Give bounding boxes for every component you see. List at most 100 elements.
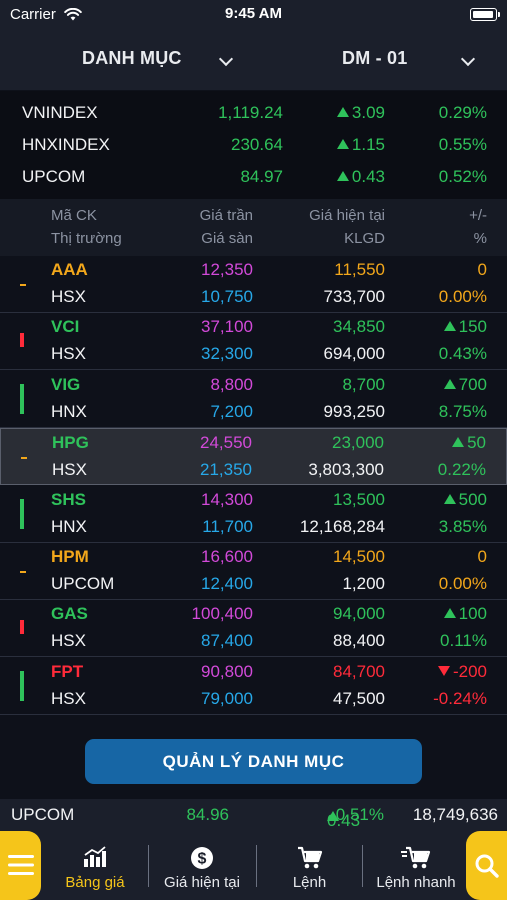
chevron-down-icon [218,51,234,67]
tab-divider [256,845,257,887]
trend-indicator [20,670,24,701]
stock-symbol: HPG [52,433,89,453]
trade-volume: 88,400 [333,631,385,651]
col-ceiling: Giá trần [199,207,253,224]
index-percent: 0.55% [438,135,487,154]
index-change: 1.15 [336,135,385,155]
status-bar: Carrier 9:45 AM [0,0,507,30]
ticker-name: UPCOM [11,805,75,824]
col-change: +/- [469,207,487,224]
trade-volume: 12,168,284 [299,516,385,536]
header: DANH MỤC DM - 01 [0,30,507,90]
wifi-icon [64,8,82,21]
manage-portfolio-button[interactable]: QUẢN LÝ DANH MỤC [85,739,422,784]
trend-indicator [21,457,27,460]
index-name: UPCOM [22,167,86,186]
down-arrow-icon [437,665,450,676]
stock-symbol: FPT [51,661,84,681]
stock-market: UPCOM [51,574,115,593]
trend-indicator [20,333,24,348]
bar-chart-icon [84,846,106,867]
price-change: 150 [443,317,487,337]
stock-row[interactable]: AAA HSX 12,350 10,750 11,550 733,700 0 0.00% [0,256,507,313]
ceiling-price: 12,350 [201,260,253,279]
index-name: VNINDEX [22,103,98,122]
current-price: 94,000 [333,604,385,624]
ceiling-price: 90,800 [201,661,253,681]
ceiling-price: 16,600 [201,547,253,566]
col-volume: KLGD [344,230,385,247]
stock-row[interactable]: GAS HSX 100,400 87,400 94,000 88,400 100 0.11% [0,600,507,658]
price-percent: -0.24% [433,688,487,708]
fast-cart-icon [401,846,431,869]
trend-indicator [20,571,26,573]
tab-gia-hien-tai[interactable]: $ Giá hiện tại [152,831,252,900]
svg-text:$: $ [198,851,207,868]
index-row[interactable]: VNINDEX 1,119.24 3.09 0.29% [0,97,507,129]
clock: 9:45 AM [225,5,282,22]
stock-symbol: SHS [51,489,86,509]
index-row[interactable]: HNXINDEX 230.64 1.15 0.55% [0,129,507,161]
index-name: HNXINDEX [22,135,110,154]
column-header: Mã CK Thị trường Giá trần Giá sàn Giá hi… [0,199,507,256]
up-arrow-icon [327,811,339,821]
tab-label: Giá hiện tại [164,874,240,891]
stock-symbol: VIG [51,374,81,394]
tab-lenh-nhanh[interactable]: Lệnh nhanh [365,831,467,900]
stock-row[interactable]: HPG HSX 24,550 21,350 23,000 3,803,300 50 0.22% [0,428,507,486]
price-change: 500 [443,490,487,510]
col-percent: % [473,230,487,247]
trend-indicator [20,383,24,414]
current-price: 23,000 [332,433,384,453]
current-price: 14,500 [333,547,385,566]
price-percent: 0.00% [438,287,487,306]
tab-bar: Bảng giá $ Giá hiện tại Lệnh Lệnh nhanh [0,831,507,900]
price-change: 50 [452,433,486,453]
stock-row[interactable]: FPT HSX 90,800 79,000 84,700 47,500 -200 -0.24% [0,658,507,715]
index-row[interactable]: UPCOM 84.97 0.43 0.52% [0,161,507,193]
trade-volume: 993,250 [323,401,385,421]
search-icon [475,854,499,878]
floor-price: 21,350 [200,460,252,480]
col-price: Giá hiện tại [309,207,385,224]
stock-market: HNX [51,516,87,536]
tab-bang-gia[interactable]: Bảng giá [50,831,140,900]
ceiling-price: 24,550 [200,433,252,453]
up-arrow-icon [336,139,349,149]
tab-lenh[interactable]: Lệnh [262,831,357,900]
up-arrow-icon [336,171,349,181]
floor-price: 12,400 [201,574,253,593]
tab-label: Lệnh nhanh [376,874,456,891]
floor-price: 10,750 [201,287,253,306]
stock-row[interactable]: VCI HSX 37,100 32,300 34,850 694,000 150 0.43% [0,313,507,371]
index-value: 1,119.24 [218,103,283,122]
index-value: 84.97 [240,167,283,186]
tab-label: Lệnh [292,874,327,891]
up-arrow-icon [452,437,465,448]
tab-divider [148,845,149,887]
ceiling-price: 37,100 [201,317,253,337]
floor-price: 11,700 [202,516,253,536]
col-floor: Giá sàn [201,230,253,247]
stock-row[interactable]: HPM UPCOM 16,600 12,400 14,500 1,200 0 0.00% [0,543,507,600]
menu-button[interactable] [0,831,41,900]
up-arrow-icon [443,608,456,619]
floor-price: 32,300 [201,344,253,364]
up-arrow-icon [336,107,349,117]
stock-market: HSX [51,344,86,364]
stock-row[interactable]: SHS HNX 14,300 11,700 13,500 12,168,284 500 3.8… [0,486,507,543]
price-change: -200 [437,662,487,682]
current-price: 84,700 [333,661,385,681]
ceiling-price: 100,400 [191,604,253,624]
price-change: 700 [443,375,487,395]
index-change: 3.09 [336,103,385,123]
dollar-coin-icon: $ [191,847,213,869]
floor-price: 87,400 [201,631,253,651]
stock-symbol: GAS [51,604,88,624]
col-symbol: Mã CK [51,207,97,224]
search-button[interactable] [466,831,507,900]
price-change: 0 [477,547,487,566]
up-arrow-icon [443,378,456,389]
trade-volume: 47,500 [333,688,385,708]
stock-row[interactable]: VIG HNX 8,800 7,200 8,700 993,250 700 8.75% [0,371,507,428]
